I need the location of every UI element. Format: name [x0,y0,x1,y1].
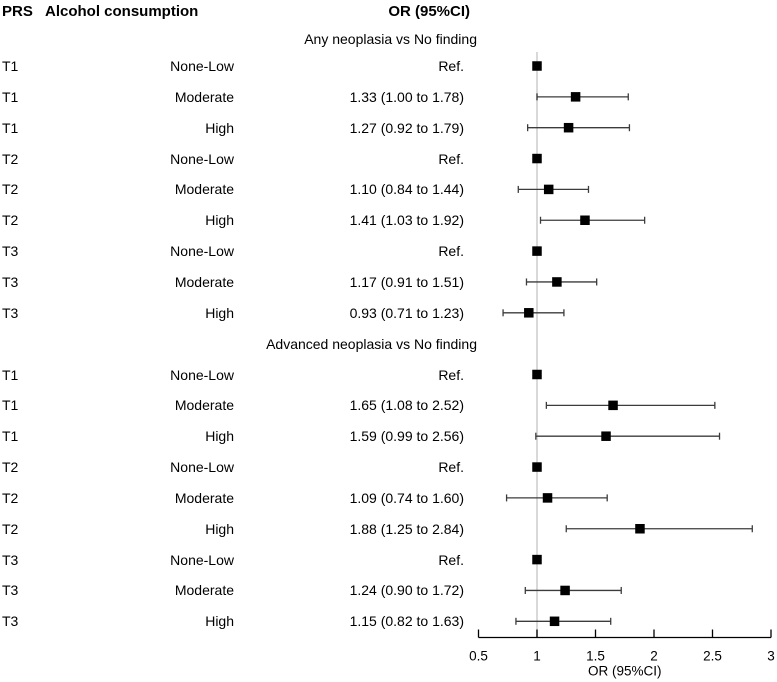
row-alcohol-label: High [205,212,234,229]
row-alcohol-label: Moderate [174,88,234,105]
row-prs-label: T3 [2,551,19,568]
row-alcohol-label: None-Low [170,551,234,568]
row-prs-label: T2 [2,520,19,537]
row-or-text: Ref. [438,58,464,74]
ci-marker [526,122,631,133]
row-alcohol-label: None-Low [170,150,234,167]
row-prs-label: T1 [2,58,19,74]
row-or-text: 1.27 (0.92 to 1.79) [349,119,464,136]
row-prs-label: T3 [2,582,19,599]
row-prs-label: T2 [2,489,19,506]
row-or-text: Ref. [438,366,464,383]
x-axis-title: OR (95%CI) [588,664,662,679]
group-title-any-neoplasia: Any neoplasia vs No finding [304,31,477,47]
ci-marker [565,524,753,534]
row-or-text: Ref. [438,551,464,568]
row-alcohol-label: None-Low [170,366,234,383]
row-or-text: 1.15 (0.82 to 1.63) [349,613,464,630]
row-alcohol-label: High [205,119,234,136]
ci-marker [535,431,721,441]
ref-marker [532,554,542,565]
row-prs-label: T2 [2,181,19,198]
row-alcohol-label: Moderate [174,489,234,506]
row-alcohol-label: Moderate [174,181,234,198]
x-axis-tick-label: 1 [533,649,541,664]
ref-marker [532,153,542,164]
row-prs-label: T1 [2,119,19,136]
ci-marker [536,92,629,102]
row-prs-label: T3 [2,304,19,321]
row-or-text: 0.93 (0.71 to 1.23) [349,304,464,321]
row-prs-label: T3 [2,613,19,630]
x-axis-tick-label: 3 [767,649,775,664]
row-or-text: Ref. [438,150,464,167]
row-alcohol-label: None-Low [170,58,234,74]
row-prs-label: T1 [2,397,19,414]
row-prs-label: T1 [2,428,19,445]
ci-marker [517,184,590,195]
row-or-text: 1.88 (1.25 to 2.84) [349,520,464,537]
row-prs-label: T3 [2,243,19,260]
row-or-text: 1.65 (1.08 to 2.52) [349,397,464,414]
x-axis-tick-label: 0.5 [469,649,488,664]
ci-marker [502,308,565,318]
row-prs-label: T2 [2,150,19,167]
ci-marker [545,400,716,411]
row-prs-label: T2 [2,459,19,476]
ci-marker [539,215,646,225]
row-alcohol-label: High [205,520,234,537]
x-axis-tick-label: 2.5 [703,649,722,664]
x-axis-tick-label: 2 [650,649,658,664]
row-or-text: 1.17 (0.91 to 1.51) [349,273,464,290]
row-or-text: 1.10 (0.84 to 1.44) [349,181,464,198]
row-alcohol-label: Moderate [174,397,234,414]
row-or-text: 1.09 (0.74 to 1.60) [349,489,464,506]
row-alcohol-label: Moderate [174,273,234,290]
row-alcohol-label: Moderate [174,582,234,599]
row-alcohol-label: None-Low [170,459,234,476]
row-prs-label: T3 [2,273,19,290]
x-axis-tick-label: 1.5 [586,649,605,664]
column-header-or-ci: OR (95%CI) [388,3,470,20]
ref-marker [532,462,542,472]
row-or-text: Ref. [438,459,464,476]
row-prs-label: T1 [2,88,19,105]
row-alcohol-label: High [205,613,234,630]
row-or-text: 1.41 (1.03 to 1.92) [349,212,464,229]
ref-marker [532,61,542,71]
row-or-text: 1.33 (1.00 to 1.78) [349,88,464,105]
row-alcohol-label: High [205,304,234,321]
row-alcohol-label: High [205,428,234,445]
ref-marker [532,369,542,380]
group-title-advanced-neoplasia: Advanced neoplasia vs No finding [266,336,477,352]
column-header-alcohol: Alcohol consumption [45,3,199,20]
row-or-text: Ref. [438,243,464,260]
ci-marker [515,616,612,627]
row-prs-label: T2 [2,212,19,229]
ci-marker [524,585,622,596]
column-header-prs: PRS [2,3,33,20]
row-or-text: 1.24 (0.90 to 1.72) [349,582,464,599]
ci-marker [525,277,598,287]
ref-marker [532,246,542,256]
x-axis: 0.5 1 1.5 2 2.5 3 OR (95%CI) [469,629,775,679]
ci-marker [505,493,608,503]
row-alcohol-label: None-Low [170,243,234,260]
row-or-text: 1.59 (0.99 to 2.56) [349,428,464,445]
row-prs-label: T1 [2,366,19,383]
